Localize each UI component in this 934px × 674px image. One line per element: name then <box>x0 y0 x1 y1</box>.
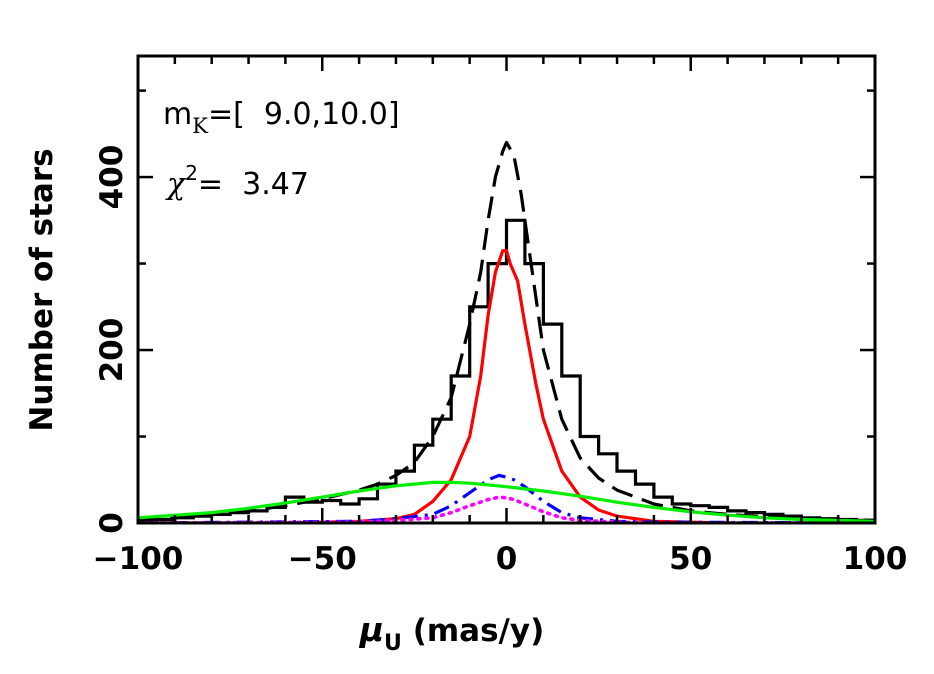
x-tick-label: −100 <box>93 541 184 577</box>
series-line-2 <box>138 473 875 523</box>
series-line-1 <box>138 249 875 523</box>
y-tick-label: 0 <box>94 512 130 534</box>
annotation-chi-superscript: 2 <box>185 161 198 185</box>
series-line-3 <box>138 495 875 523</box>
x-axis-unit: (mas/y) <box>402 613 544 649</box>
annotation-mag-subscript: K <box>192 114 208 138</box>
annotation-mag-range: mK=[ 9.0,10.0] <box>163 97 400 138</box>
annotation-chi-value: = 3.47 <box>198 167 309 202</box>
ticks-layer: −100 −50 0 50 100 0 200 400 <box>93 56 908 577</box>
y-tick-label: 200 <box>94 318 130 383</box>
data-layer <box>138 140 875 523</box>
annotation-chi-symbol: χ <box>165 167 187 202</box>
annotation-mag-value: =[ 9.0,10.0] <box>208 97 400 132</box>
x-axis-subscript: U <box>384 631 402 656</box>
x-tick-label: −50 <box>288 541 357 577</box>
annotation-mag-prefix: m <box>163 97 192 132</box>
histogram-steps <box>138 218 875 522</box>
series-line-4 <box>138 480 875 523</box>
x-tick-label: 50 <box>669 541 712 577</box>
annotation-chi-square: χ2= 3.47 <box>165 161 309 202</box>
x-tick-label: 100 <box>843 541 908 577</box>
x-axis-symbol: μ <box>359 610 384 649</box>
x-tick-label: 0 <box>496 541 518 577</box>
x-axis-title: μU (mas/y) <box>359 610 545 656</box>
y-axis-title: Number of stars <box>24 148 60 431</box>
y-tick-label: 400 <box>94 145 130 210</box>
